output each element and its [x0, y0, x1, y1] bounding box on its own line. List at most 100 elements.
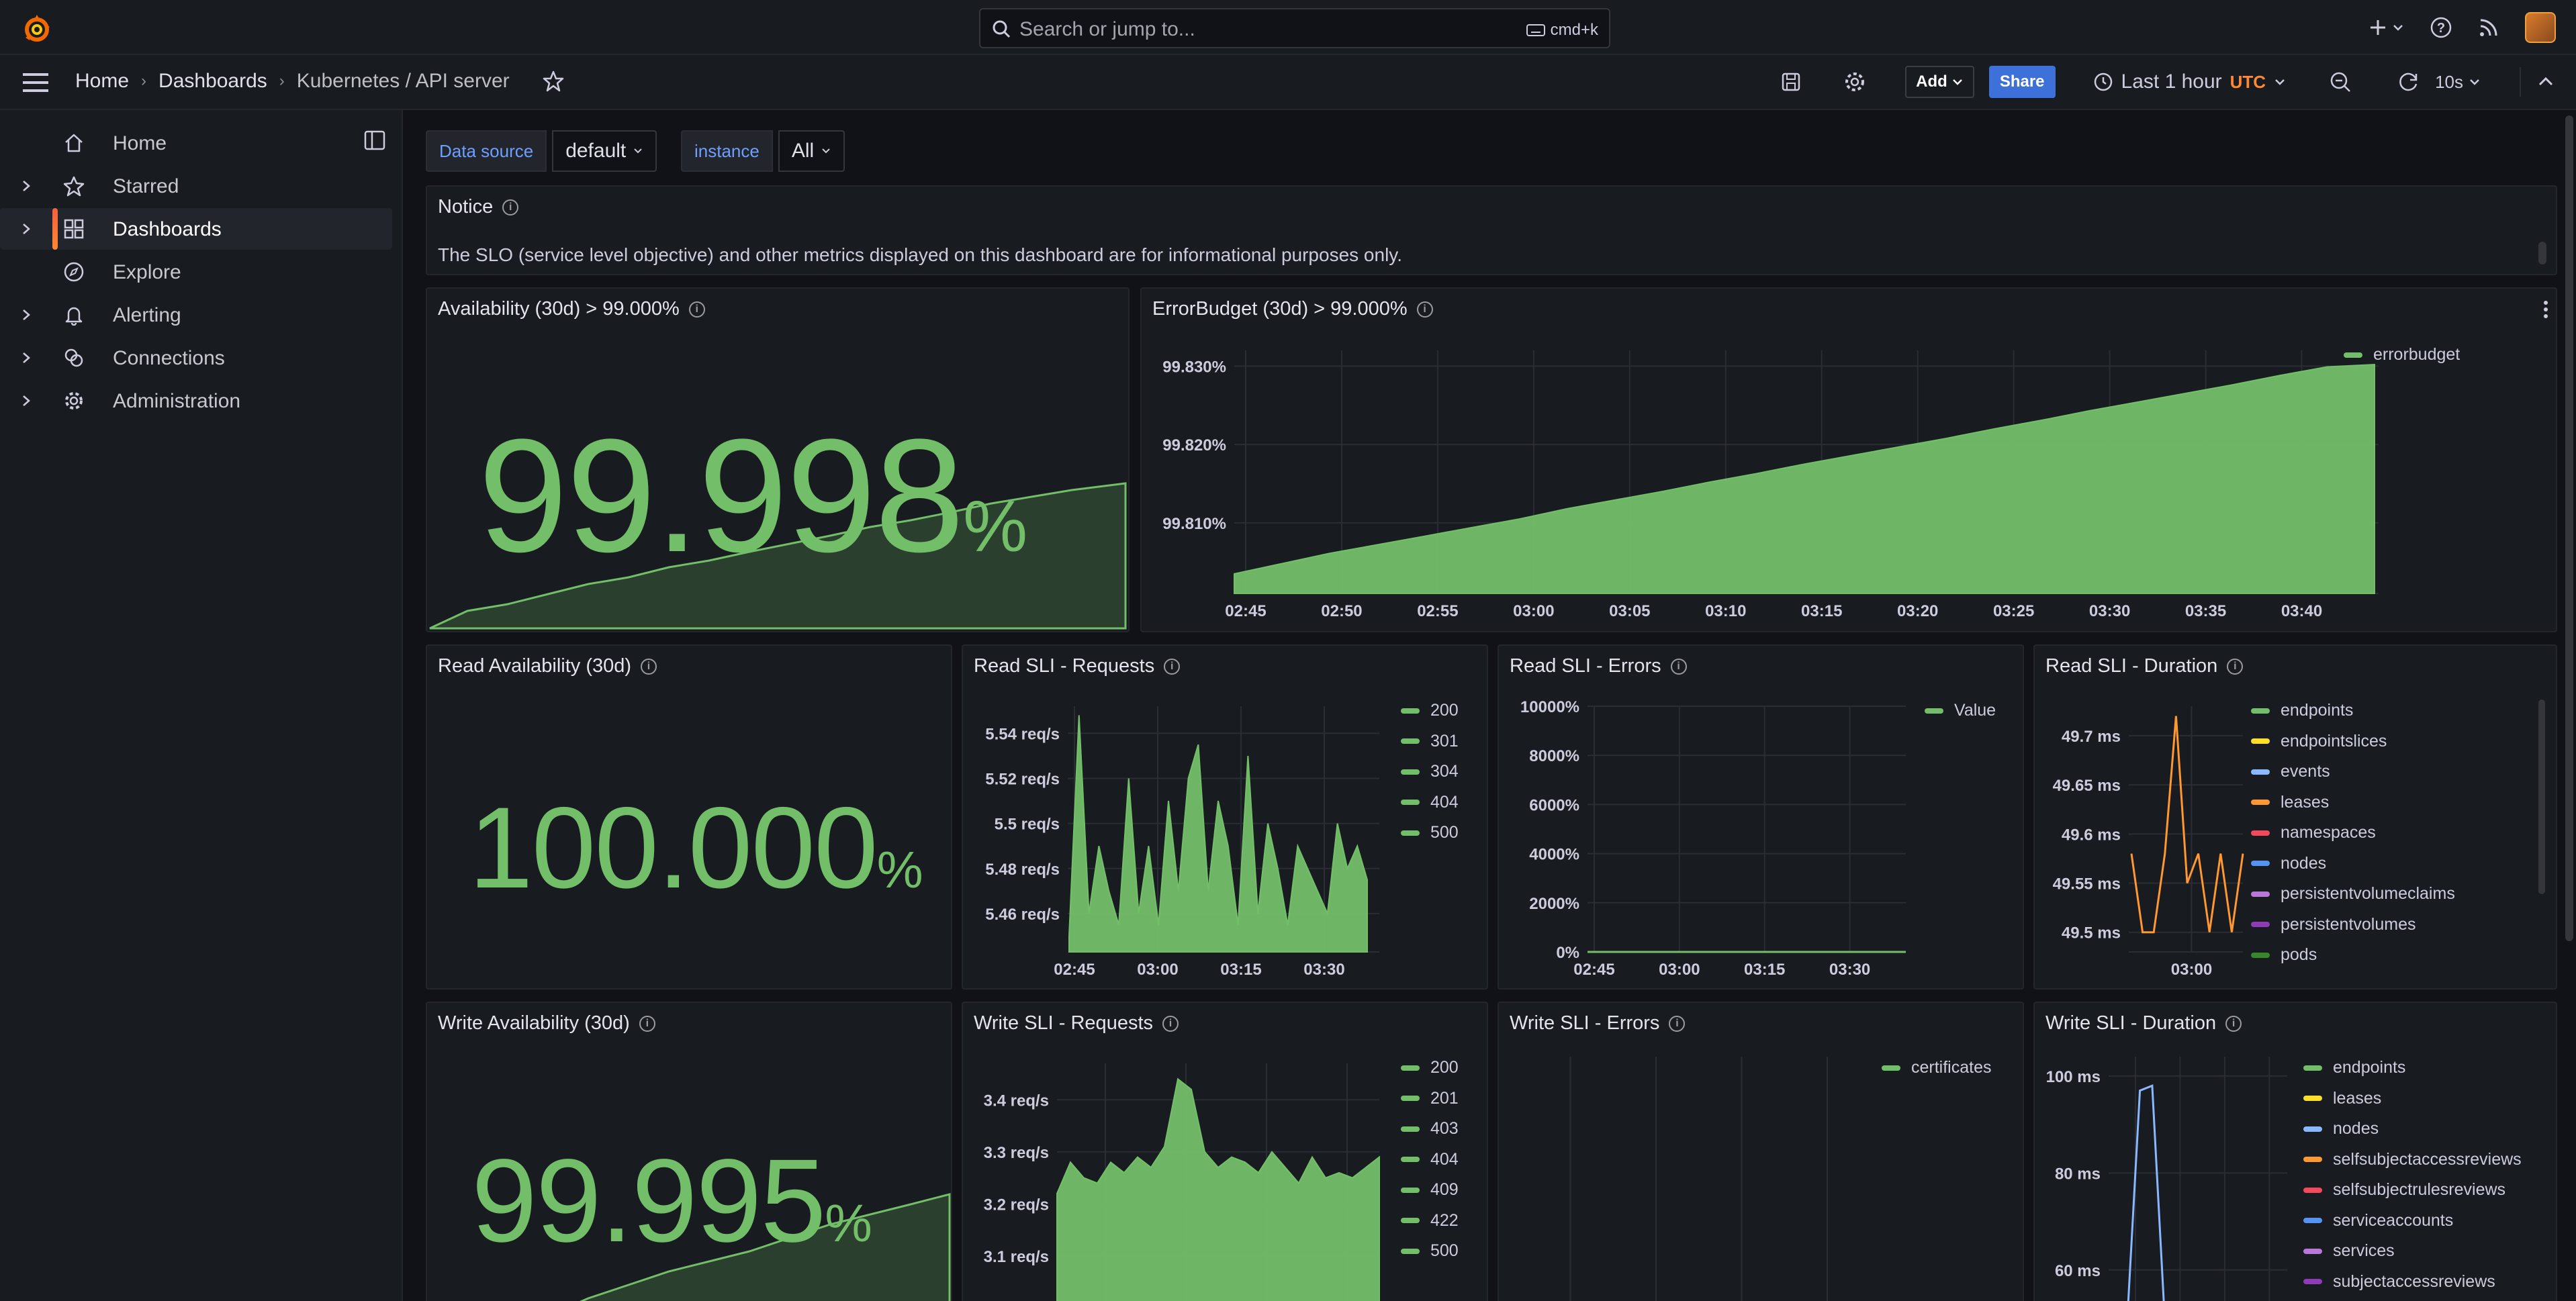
info-icon[interactable]: i: [1669, 1015, 1686, 1032]
info-icon[interactable]: i: [1670, 658, 1687, 675]
zoom-out-icon[interactable]: [2329, 70, 2352, 93]
legend-item[interactable]: 422: [1401, 1206, 1459, 1237]
scrollbar[interactable]: [2565, 115, 2573, 941]
search-input[interactable]: Search or jump to... cmd+k: [979, 8, 1610, 48]
legend-item[interactable]: pods: [2251, 940, 2455, 971]
legend-item[interactable]: services: [2303, 1236, 2522, 1267]
read-duration-chart[interactable]: 49.5 ms 49.55 ms 49.6 ms 49.65 ms 49.7 ms 03:…: [2035, 646, 2556, 988]
sidebar-item-alerting[interactable]: Alerting: [0, 294, 392, 336]
info-icon[interactable]: i: [1162, 1015, 1179, 1032]
availability-panel: Availability (30d) > 99.000% i 99.998%: [426, 287, 1130, 632]
legend-item[interactable]: 409: [1401, 1175, 1459, 1206]
legend-item[interactable]: 500: [1401, 818, 1459, 849]
menu-icon[interactable]: [21, 70, 50, 95]
sidebar-item-connections[interactable]: Connections: [0, 337, 392, 379]
datasource-select[interactable]: default: [552, 130, 657, 172]
grafana-logo-icon[interactable]: [20, 12, 54, 46]
sidebar-item-dashboards[interactable]: Dashboards: [0, 208, 392, 250]
legend-item[interactable]: endpoints: [2251, 695, 2455, 726]
user-avatar[interactable]: [2525, 12, 2556, 43]
legend-item[interactable]: serviceaccounts: [2303, 1206, 2522, 1237]
variable-label: Data source: [426, 130, 547, 172]
sidebar-item-home[interactable]: Home: [0, 122, 392, 164]
info-icon[interactable]: i: [2225, 1015, 2242, 1032]
legend-item[interactable]: subjectaccessreviews: [2303, 1267, 2522, 1298]
legend-item[interactable]: events: [2251, 757, 2455, 787]
errorbudget-chart[interactable]: 99.810% 99.820% 99.830% 02:45 02:50 02:55 03:0…: [1142, 289, 2556, 631]
legend-label: leases: [2333, 1088, 2382, 1108]
star-icon[interactable]: [542, 70, 565, 93]
info-icon[interactable]: i: [639, 1015, 655, 1032]
help-icon[interactable]: ?: [2430, 16, 2452, 39]
refresh-interval-picker[interactable]: 10s: [2435, 72, 2481, 93]
info-icon[interactable]: i: [1164, 658, 1181, 675]
chart-legend: certificates: [1882, 1053, 1991, 1083]
settings-gear-icon[interactable]: [1843, 70, 1866, 93]
write-duration-chart[interactable]: 60 ms 80 ms 100 ms: [2035, 1003, 2556, 1301]
sidebar-item-starred[interactable]: Starred: [0, 165, 392, 207]
sidebar-item-explore[interactable]: Explore: [0, 251, 392, 293]
y-tick-label: 49.5 ms: [2062, 924, 2121, 943]
refresh-icon[interactable]: [2397, 70, 2420, 93]
legend-item[interactable]: 200: [1401, 695, 1459, 726]
chevron-right-icon[interactable]: [19, 350, 34, 365]
legend-item[interactable]: endpoints: [2303, 1053, 2522, 1083]
legend-item[interactable]: Value: [1925, 695, 1996, 726]
breadcrumb-dashboards[interactable]: Dashboards: [158, 70, 267, 92]
legend-swatch: [1401, 830, 1420, 836]
chevron-right-icon[interactable]: [19, 179, 34, 193]
add-button[interactable]: Add: [1905, 66, 1974, 98]
x-tick-label: 03:30: [1829, 961, 1870, 979]
read-errors-chart[interactable]: 0% 2000% 4000% 6000% 8000% 10000% 02:45 03:00 03…: [1499, 646, 2023, 988]
new-menu-button[interactable]: [2368, 17, 2404, 38]
legend-item[interactable]: persistentvolumes: [2251, 910, 2455, 941]
legend-item[interactable]: 200: [1401, 1053, 1459, 1083]
news-rss-icon[interactable]: [2478, 17, 2499, 38]
legend-scrollbar[interactable]: [2538, 700, 2545, 894]
legend-item[interactable]: certificates: [1882, 1053, 1991, 1083]
write-errors-chart[interactable]: [1499, 1003, 2023, 1301]
instance-select[interactable]: All: [778, 130, 845, 172]
legend-item[interactable]: persistentvolumeclaims: [2251, 879, 2455, 910]
info-icon[interactable]: i: [2227, 658, 2244, 675]
breadcrumb-home[interactable]: Home: [75, 70, 130, 92]
legend-item[interactable]: 403: [1401, 1114, 1459, 1145]
write-requests-chart[interactable]: 3 req/s 3.1 req/s 3.2 req/s 3.3 req/s 3.4 re…: [963, 1003, 1487, 1301]
info-icon[interactable]: i: [641, 658, 657, 675]
read-requests-chart[interactable]: 5.46 req/s 5.48 req/s 5.5 req/s 5.52 req/s 5…: [963, 646, 1487, 988]
legend-item[interactable]: namespaces: [2251, 818, 2455, 849]
share-button[interactable]: Share: [1988, 66, 2056, 98]
legend-item[interactable]: nodes: [2251, 849, 2455, 879]
legend-item[interactable]: leases: [2251, 787, 2455, 818]
shortcut-label: cmd+k: [1550, 21, 1598, 39]
variable-datasource: Data source default: [426, 130, 657, 172]
legend-item[interactable]: nodes: [2303, 1114, 2522, 1145]
legend-item[interactable]: selfsubjectrulesreviews: [2303, 1175, 2522, 1206]
info-icon[interactable]: i: [688, 301, 705, 318]
legend-item[interactable]: errorbudget: [2344, 340, 2460, 371]
legend-item[interactable]: endpointslices: [2251, 726, 2455, 757]
legend-item[interactable]: 404: [1401, 1145, 1459, 1175]
legend-item[interactable]: 304: [1401, 757, 1459, 787]
chevron-right-icon[interactable]: [19, 393, 34, 408]
legend-item[interactable]: 301: [1401, 726, 1459, 757]
chevron-right-icon[interactable]: [19, 222, 34, 236]
legend-item[interactable]: leases: [2303, 1083, 2522, 1114]
kebab-menu-icon[interactable]: [2542, 299, 2549, 320]
save-dashboard-icon[interactable]: [1780, 71, 1802, 93]
chevron-down-icon: [2393, 25, 2403, 31]
legend-item[interactable]: 404: [1401, 787, 1459, 818]
y-tick-label: 5.5 req/s: [995, 816, 1060, 834]
info-icon[interactable]: i: [1416, 301, 1433, 318]
legend-item[interactable]: 201: [1401, 1083, 1459, 1114]
legend-item[interactable]: selfsubjectaccessreviews: [2303, 1145, 2522, 1175]
legend-item[interactable]: 500: [1401, 1236, 1459, 1267]
chevron-right-icon[interactable]: [19, 307, 34, 322]
sidebar-item-label: Home: [113, 132, 167, 154]
sidebar-item-administration[interactable]: Administration: [0, 380, 392, 422]
scrollbar[interactable]: [2538, 242, 2546, 264]
info-icon[interactable]: i: [502, 199, 519, 215]
chevron-up-icon[interactable]: [2536, 72, 2556, 92]
time-range-picker[interactable]: Last 1 hour UTC: [2093, 70, 2287, 93]
dock-menu-icon[interactable]: [364, 130, 385, 150]
